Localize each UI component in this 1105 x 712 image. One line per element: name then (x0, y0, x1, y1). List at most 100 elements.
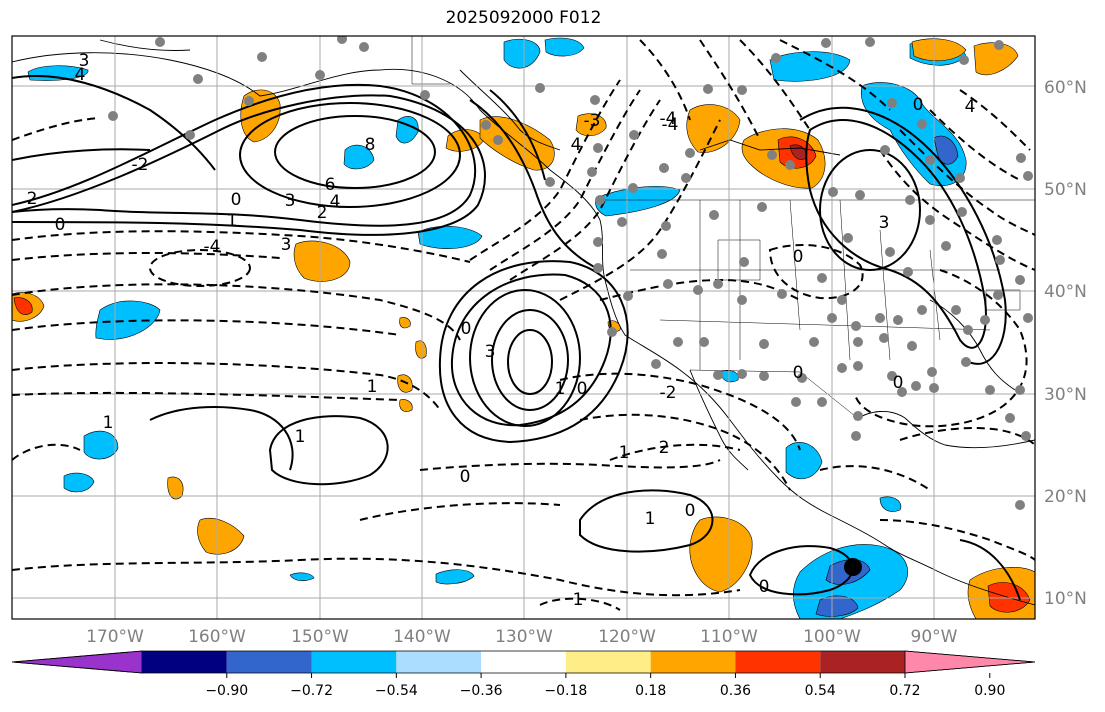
lon-label: 120°W (598, 627, 656, 647)
contour-dashed (899, 129, 1035, 236)
contour-label: 0 (685, 501, 696, 521)
contour-solid (469, 99, 601, 271)
contour-label: 1 (619, 443, 630, 463)
colorbar-segment (650, 651, 736, 673)
shade-negative (503, 39, 541, 69)
contour-solid (239, 102, 461, 208)
colorbar-segment (735, 651, 821, 673)
contour-dashed (149, 249, 251, 287)
contour-label: 0 (577, 379, 588, 399)
contour-label: 0 (759, 577, 770, 597)
colorbar-tick-label: −0.72 (290, 683, 333, 699)
colorbar-extension-min (11, 650, 143, 674)
borders (411, 36, 1035, 421)
colorbar-tick-label: 0.36 (720, 683, 751, 699)
colorbar-extension-max (904, 650, 1036, 674)
shade-positive (399, 317, 411, 329)
contour-label: 2 (27, 189, 38, 209)
contour-dashed (12, 557, 741, 597)
contour-dashed (359, 502, 561, 521)
contour-solid (805, 119, 987, 349)
shade-positive-strong (13, 297, 33, 315)
station-dots (108, 36, 1033, 510)
colorbar-tick-label: 0.18 (635, 683, 666, 699)
contour-label: 1 (573, 590, 584, 610)
contour-dashed (12, 283, 461, 341)
contour-label: 4 (330, 192, 341, 212)
shade-negative (544, 37, 585, 57)
shade-positive (197, 517, 245, 555)
contour-dashed (819, 465, 931, 491)
shade-negative (289, 572, 315, 581)
shade-positive (293, 240, 351, 282)
contour-label: 4 (571, 135, 582, 155)
contour-dashed (469, 79, 621, 261)
contour-label: 8 (365, 135, 376, 155)
shade-positive (973, 42, 1019, 76)
lat-label: 30°N (1044, 385, 1087, 405)
contour-label: 0 (231, 190, 242, 210)
shade-negative (769, 51, 851, 82)
solid-contours (12, 75, 1021, 601)
lat-label: 20°N (1044, 487, 1087, 507)
contour-solid (819, 149, 921, 271)
contour-label: 2 (659, 438, 670, 458)
contour-dashed (12, 443, 81, 461)
contour-label: 0 (793, 247, 804, 267)
shade-negative (879, 496, 902, 512)
contour-solid (12, 83, 476, 227)
contour-dashed (539, 597, 621, 611)
shade-negative (435, 569, 475, 585)
contour-dashed (929, 109, 1021, 181)
contour-label: 4 (965, 97, 976, 117)
contour-solid (12, 94, 486, 236)
highlight-point (844, 558, 862, 576)
shade-negative (83, 430, 119, 460)
shade-positive (575, 113, 607, 137)
contour-dashed (699, 39, 761, 141)
contour-dashed (12, 319, 401, 336)
contour-dashed (559, 119, 721, 301)
lon-labels: 170°W 160°W 150°W 140°W 130°W 120°W 110°… (86, 627, 958, 647)
colorbar-tick-label: 0.72 (889, 683, 920, 699)
shade-negative-strong (815, 595, 859, 617)
contour-solid (438, 260, 629, 444)
contour-label: 1 (227, 211, 238, 231)
colorbar-tick-label: 0.90 (974, 683, 1005, 699)
map-frame (11, 35, 1036, 620)
lon-label: 100°W (803, 627, 861, 647)
lat-label: 60°N (1044, 78, 1087, 98)
lon-label: 90°W (911, 627, 958, 647)
lon-label: 130°W (495, 627, 553, 647)
colorbar-segment (565, 651, 651, 673)
shade-positive (686, 104, 741, 153)
contour-dashed (12, 362, 441, 411)
contour-label: 6 (325, 175, 336, 195)
shade-negative (63, 472, 95, 493)
shade-positive (911, 38, 967, 62)
colorbar-tick-label: −0.90 (205, 683, 248, 699)
contour-label: 1 (555, 379, 566, 399)
contour-dashed (779, 39, 891, 111)
contour-label: 1 (645, 509, 656, 529)
contour-dashed (739, 39, 811, 131)
contour-label: 2 (317, 203, 328, 223)
colorbar-segment (311, 651, 397, 673)
shade-positive (415, 340, 427, 359)
contour-solid (149, 406, 294, 471)
shade-negative (395, 116, 419, 144)
shaded-anomalies (12, 37, 1035, 619)
contour-solid (469, 289, 581, 427)
lon-label: 160°W (188, 627, 246, 647)
contour-solid (959, 539, 1021, 601)
contour-label: 3 (281, 235, 292, 255)
contour-solid (489, 89, 546, 181)
lat-label: 10°N (1044, 589, 1087, 609)
contour-dashed (768, 244, 864, 300)
contour-label: 0 (893, 373, 904, 393)
shade-positive (397, 374, 413, 393)
contour-label: 3 (285, 191, 296, 211)
contour-label: -2 (132, 155, 149, 175)
lat-label: 50°N (1044, 180, 1087, 200)
